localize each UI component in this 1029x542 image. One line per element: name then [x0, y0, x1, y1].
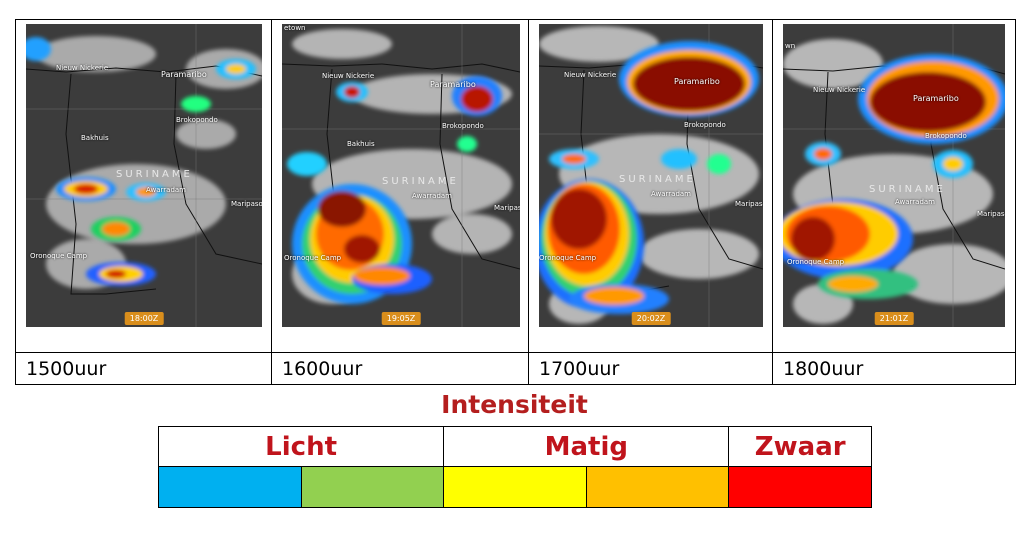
legend-swatch-blue	[158, 466, 302, 508]
place-paramaribo: Paramaribo	[161, 70, 207, 79]
legend-category-matig: Matig	[443, 426, 730, 467]
frame-label-1800: 1800uur	[783, 357, 864, 380]
place-nieuw-nickerie: Nieuw Nickerie	[56, 64, 109, 72]
country-label: SURINAME	[116, 169, 193, 180]
place-brokopondo: Brokopondo	[925, 132, 967, 140]
satellite-radar-image: Nieuw Nickerie Paramaribo Brokopondo SUR…	[539, 24, 763, 327]
country-label: SURINAME	[382, 176, 459, 187]
frame-label-cell: 1800uur	[772, 352, 1016, 385]
place-maripasoula: Maripasoula	[231, 200, 262, 208]
frame-label-1700: 1700uur	[539, 357, 620, 380]
radar-image-table: Nieuw Nickerie Paramaribo Brokopondo Bak…	[15, 19, 1016, 385]
place-bakhuis: Bakhuis	[347, 140, 375, 148]
place-oronoque-camp: Oronoque Camp	[284, 254, 342, 262]
place-nieuw-nickerie: Nieuw Nickerie	[322, 72, 375, 80]
place-brokopondo: Brokopondo	[176, 116, 218, 124]
frame-label-1600: 1600uur	[282, 357, 363, 380]
place-nieuw-nickerie: Nieuw Nickerie	[813, 86, 866, 94]
satellite-radar-image: wn Nieuw Nickerie Paramaribo Brokopondo …	[783, 24, 1005, 327]
intensity-legend: Licht Matig Zwaar	[157, 426, 872, 508]
time-badge: 18:00Z	[124, 312, 164, 325]
place-paramaribo: Paramaribo	[674, 77, 720, 86]
place-paramaribo: Paramaribo	[913, 94, 959, 103]
place-oronoque-camp: Oronoque Camp	[787, 258, 845, 266]
country-label: SURINAME	[619, 174, 696, 185]
frame-label-cell: 1500uur	[15, 352, 272, 385]
time-badge: 19:05Z	[381, 312, 421, 325]
place-awarradam: Awarradam	[412, 192, 452, 200]
place-georgetown: wn	[785, 42, 796, 50]
legend-swatch-orange	[585, 466, 730, 508]
legend-swatch-green	[300, 466, 445, 508]
place-maripasoula: Maripasoula	[494, 204, 520, 212]
satellite-radar-image: Nieuw Nickerie Paramaribo Brokopondo Bak…	[26, 24, 262, 327]
place-oronoque-camp: Oronoque Camp	[539, 254, 597, 262]
radar-frame-1500: Nieuw Nickerie Paramaribo Brokopondo Bak…	[15, 19, 272, 353]
place-bakhuis: Bakhuis	[81, 134, 109, 142]
radar-frame-1700: Nieuw Nickerie Paramaribo Brokopondo SUR…	[528, 19, 773, 353]
place-awarradam: Awarradam	[651, 190, 691, 198]
place-georgetown: etown	[284, 24, 306, 32]
radar-frame-1800: wn Nieuw Nickerie Paramaribo Brokopondo …	[772, 19, 1016, 353]
place-awarradam: Awarradam	[895, 198, 935, 206]
legend-category-zwaar: Zwaar	[728, 426, 872, 467]
legend-title: Intensiteit	[441, 390, 588, 419]
legend-swatch-red	[728, 466, 872, 508]
frame-label-cell: 1700uur	[528, 352, 773, 385]
radar-frame-1600: etown Nieuw Nickerie Paramaribo Brokopon…	[271, 19, 529, 353]
place-brokopondo: Brokopondo	[442, 122, 484, 130]
place-brokopondo: Brokopondo	[684, 121, 726, 129]
legend-category-licht: Licht	[157, 426, 445, 467]
frame-label-cell: 1600uur	[271, 352, 529, 385]
place-maripasoula: Maripasoula	[735, 200, 763, 208]
satellite-radar-image: etown Nieuw Nickerie Paramaribo Brokopon…	[282, 24, 520, 327]
country-label: SURINAME	[869, 184, 946, 195]
time-badge: 21:01Z	[874, 312, 914, 325]
legend-swatch-yellow	[443, 466, 587, 508]
place-maripasoula: Maripasoula	[977, 210, 1005, 218]
time-badge: 20:02Z	[631, 312, 671, 325]
place-oronoque-camp: Oronoque Camp	[30, 252, 88, 260]
place-paramaribo: Paramaribo	[430, 80, 476, 89]
place-nieuw-nickerie: Nieuw Nickerie	[564, 71, 617, 79]
frame-label-1500: 1500uur	[26, 357, 107, 380]
place-awarradam: Awarradam	[146, 186, 186, 194]
